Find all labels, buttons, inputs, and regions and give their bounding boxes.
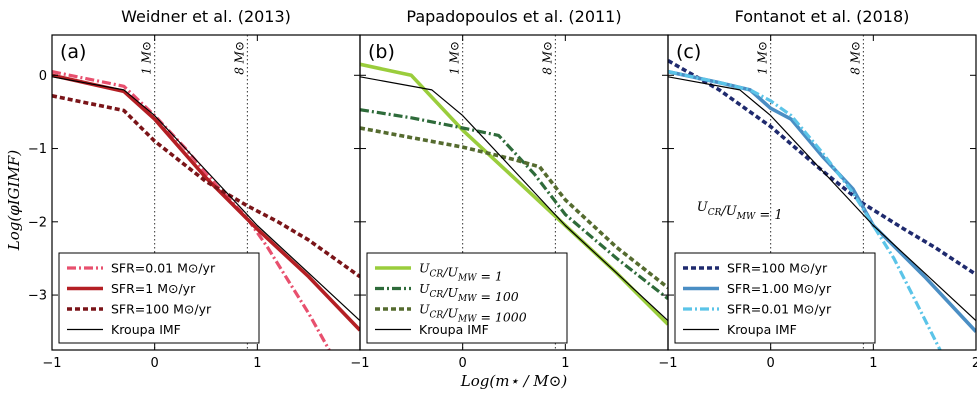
legend-entry: UCR/UMW = 1 [419,261,503,284]
legend-entry: SFR=100 M⊙/yr [727,261,828,276]
legend-entry: SFR=1.00 M⊙/yr [727,281,832,296]
series-line [668,76,976,322]
reference-line-label: 8 M⊙ [848,41,862,75]
legend-entry: SFR=0.01 M⊙/yr [727,302,832,317]
reference-line-label: 8 M⊙ [540,41,554,75]
series-line [52,94,360,279]
x-tick-label: 0 [767,356,775,371]
reference-line-label: 1 M⊙ [140,41,154,75]
x-tick-label: −1 [42,356,61,371]
legend-entry: UCR/UMW = 1000 [419,302,527,325]
legend-entry: UCR/UMW = 100 [419,281,519,304]
panels: Weidner et al. (2013) 1 M⊙ 8 M⊙ −1 0 1 0 −1 −2 −3… [28,7,977,371]
legend: SFR=0.01 M⊙/yr SFR=1 M⊙/yr SFR=100 M⊙/yr Kr… [58,252,260,344]
panel-3: Fontanot et al. (2018) 1 M⊙ 8 M⊙ −1 0 1 2 (c) UC… [658,7,977,371]
panel-annotation: UCR/UMW = 1 [697,200,783,223]
legend: SFR=100 M⊙/yr SFR=1.00 M⊙/yr SFR=0.01 M⊙/y… [674,252,876,344]
reference-line-label: 1 M⊙ [448,41,462,75]
reference-line-label: 8 M⊙ [232,41,246,75]
x-tick-label: −1 [350,356,369,371]
y-tick-label: −2 [28,215,47,230]
legend-box [58,252,260,344]
x-tick-label: 2 [972,356,977,371]
x-axis-label: Log(m⋆ / M⊙) [460,372,568,390]
panel-label: (b) [368,41,395,63]
legend-entry: SFR=1 M⊙/yr [111,281,196,296]
y-tick-label: −1 [28,142,47,157]
series-line [52,76,360,322]
legend-entry: Kroupa IMF [419,322,489,337]
reference-line-label: 1 M⊙ [756,41,770,75]
panel-title: Fontanot et al. (2018) [735,7,910,26]
series-line [668,70,942,350]
x-tick-label: −1 [658,356,677,371]
series-line [52,70,331,350]
panel-label: (c) [676,41,701,63]
panel-1: Weidner et al. (2013) 1 M⊙ 8 M⊙ −1 0 1 0 −1 −2 −3… [28,7,361,371]
series-line [52,73,360,332]
plot-frame [667,34,977,351]
panel-title: Papadopoulos et al. (2011) [406,7,621,26]
y-tick-label: −3 [28,289,47,304]
legend-entry: Kroupa IMF [111,322,181,337]
legend-entry: SFR=100 M⊙/yr [111,302,212,317]
panel-title: Weidner et al. (2013) [121,7,291,26]
series-line [668,59,976,277]
legend-entry: SFR=0.01 M⊙/yr [111,261,216,276]
legend-entry: Kroupa IMF [727,322,797,337]
x-tick-label: 0 [459,356,467,371]
series-line [360,76,668,322]
x-tick-label: 1 [561,356,569,371]
series-line [360,126,668,290]
y-axis-label: Log(φIGIMF) [5,150,23,252]
panel-label: (a) [60,41,86,63]
y-tick-label: 0 [39,69,47,84]
x-tick-label: 1 [253,356,261,371]
panel-2: Papadopoulos et al. (2011) 1 M⊙ 8 M⊙ −1 0 1 (b… [350,7,669,371]
x-tick-label: 1 [869,356,877,371]
x-tick-label: 0 [151,356,159,371]
